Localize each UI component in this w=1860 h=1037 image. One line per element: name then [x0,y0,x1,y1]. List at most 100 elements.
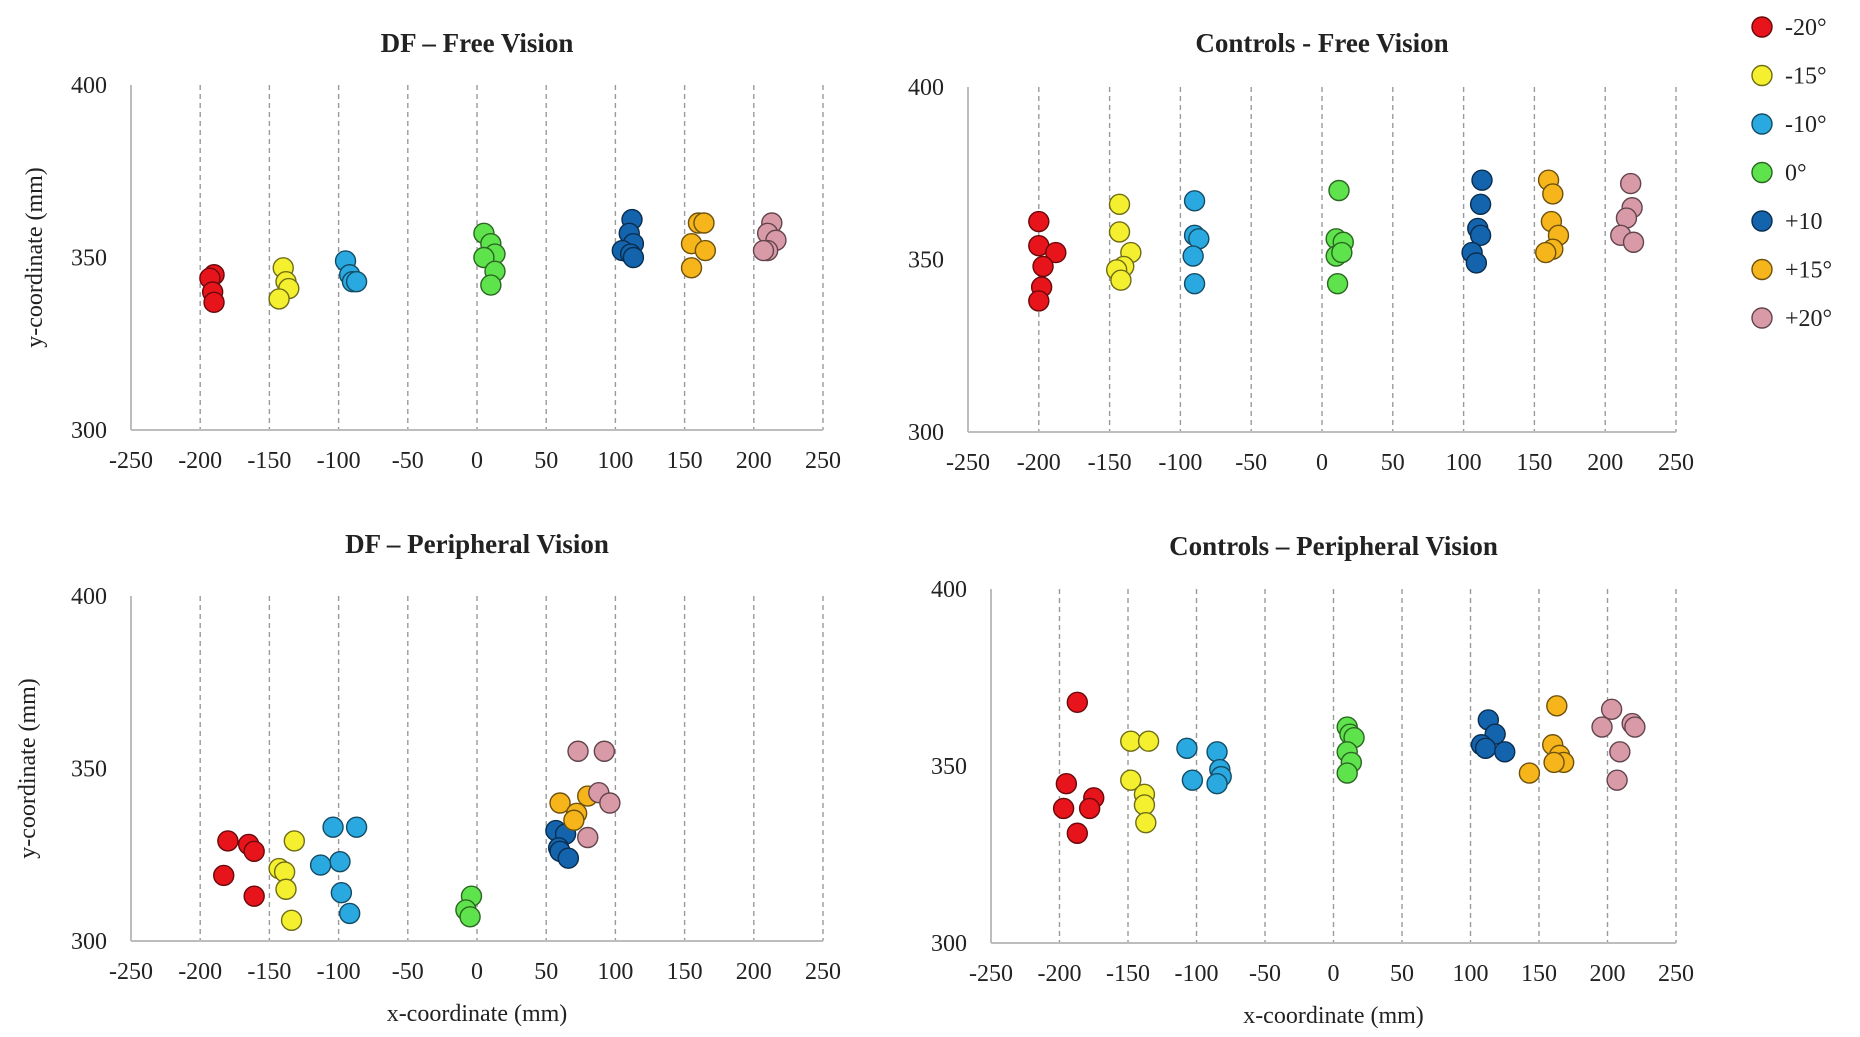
data-point [1176,737,1198,759]
data-point [694,239,717,262]
legend-marker [1751,307,1773,329]
x-tick-label: 150 [667,959,703,985]
chart-panel-4: Controls – Peripheral Vision -250 -200 -150… [931,531,1694,1029]
data-point [1206,773,1228,795]
data-point [1542,183,1564,205]
data-point [330,882,353,904]
data-point [1028,210,1050,233]
x-tick-label: 200 [1587,450,1623,476]
series-0 [1052,691,1105,844]
data-point [1052,797,1075,820]
series-6 [752,212,787,262]
panel-title: Controls - Free Vision [1195,28,1448,58]
data-point [593,740,616,762]
x-tick-label: 150 [1521,961,1557,987]
x-tick-label: -250 [109,448,153,474]
data-point [549,792,571,814]
x-tick-label: 0 [1328,961,1340,987]
x-tick-label: -150 [1088,450,1132,476]
legend-marker [1751,64,1773,87]
data-point [1137,730,1160,752]
x-tick-label: 100 [597,959,633,985]
x-tick-label: -100 [317,959,361,985]
x-tick-label: 50 [534,448,558,474]
panel-title: Controls – Peripheral Vision [1169,531,1498,561]
legend-label: +10 [1785,209,1823,235]
x-tick-label: 200 [1590,961,1626,987]
data-point [1028,290,1050,312]
chart-panel-2: Controls - Free Vision -250 -200 -150 -100 -5… [908,28,1694,476]
legend-item: 0° [1751,161,1807,187]
x-tick-label: 0 [1316,450,1328,476]
data-point [1182,245,1204,267]
x-tick-label: -50 [392,959,424,985]
data-point [577,826,599,849]
legend-label: +15° [1785,258,1832,284]
data-point [680,257,703,279]
y-tick-label: 400 [931,577,967,603]
data-point [1032,255,1054,278]
data-point [1331,241,1353,264]
data-point [1135,811,1157,834]
legend-label: 0° [1785,161,1807,187]
x-tick-label: 50 [1381,450,1405,476]
data-point [275,878,297,900]
series-6 [1591,698,1646,791]
data-point [1183,272,1206,295]
data-point [622,246,645,269]
y-tick-label: 300 [71,418,107,444]
legend-item: +15° [1751,258,1832,284]
data-point [1606,769,1628,791]
data-point [345,270,368,293]
data-point [1546,695,1568,717]
series-5 [1535,169,1570,264]
series-0 [199,264,225,314]
series-0 [1028,210,1067,312]
data-point [309,854,332,876]
data-point [329,850,351,873]
x-tick-label: 250 [1658,450,1694,476]
series-6 [567,740,621,849]
panel-title: DF – Free Vision [381,28,574,58]
series-2 [334,250,368,293]
data-point [1535,241,1557,264]
x-tick-label: -50 [392,448,424,474]
chart-panel-1: DF – Free Vision -250 -200 -150 -100 -50 0 50 10… [22,28,841,474]
x-tick-label: 250 [1658,961,1694,987]
data-point [1108,193,1131,216]
x-tick-label: -200 [1017,450,1061,476]
y-tick-label: 400 [908,75,944,101]
y-tick-label: 300 [71,929,107,955]
data-point [1336,762,1358,784]
y-tick-label: 350 [931,754,967,780]
data-point [1066,822,1089,844]
x-tick-label: -50 [1235,450,1267,476]
chart-panel-3: DF – Peripheral Vision -250 -200 -150 -100 -5… [15,529,841,1027]
data-point [1471,169,1493,191]
data-point [1518,762,1541,784]
x-tick-label: 100 [597,448,633,474]
x-tick-label: -150 [1106,961,1150,987]
x-tick-label: 200 [736,448,772,474]
series-5 [549,785,599,831]
series-3 [455,885,483,928]
y-axis-label: y-coordinate (mm) [15,678,41,859]
x-tick-label: -250 [109,959,153,985]
x-tick-label: -150 [247,448,291,474]
data-point [1600,698,1623,721]
data-point [1624,716,1646,738]
series-3 [1336,716,1365,784]
y-axis-label: y-coordinate (mm) [22,167,48,348]
data-point [1183,190,1206,212]
legend-label: -20° [1785,15,1827,41]
data-point [213,864,235,887]
data-point [1622,231,1645,253]
data-point [243,885,265,907]
legend-marker [1751,16,1773,38]
data-point [1609,741,1631,763]
data-point [1494,741,1516,763]
legend-label: -15° [1785,64,1827,90]
data-point [217,830,239,852]
data-point [283,830,306,852]
